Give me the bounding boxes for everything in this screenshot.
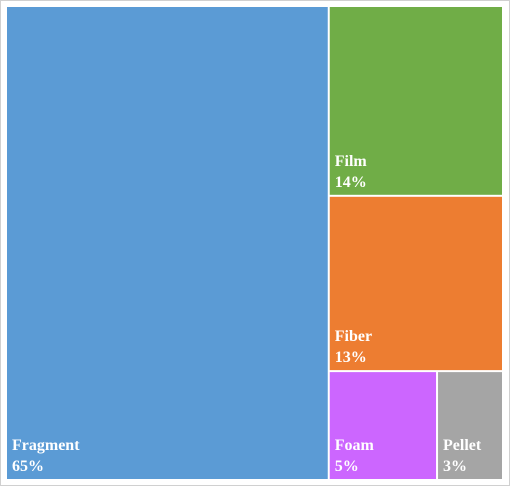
tile-label: Film — [335, 153, 368, 170]
tile-value-label: 3% — [443, 458, 467, 475]
tile-value-label: 13% — [335, 349, 367, 366]
treemap-tile — [329, 196, 502, 371]
tile-value-label: 5% — [335, 458, 359, 475]
tile-label: Pellet — [443, 437, 482, 454]
tile-label: Foam — [335, 437, 375, 454]
tile-label: Fragment — [12, 437, 80, 454]
tile-value-label: 14% — [335, 174, 367, 191]
treemap-tile — [329, 7, 502, 195]
tile-value-label: 65% — [12, 458, 44, 475]
treemap-tile — [438, 372, 502, 479]
tile-label: Fiber — [335, 328, 372, 345]
treemap-tile — [329, 372, 437, 479]
treemap-tile — [7, 7, 328, 479]
